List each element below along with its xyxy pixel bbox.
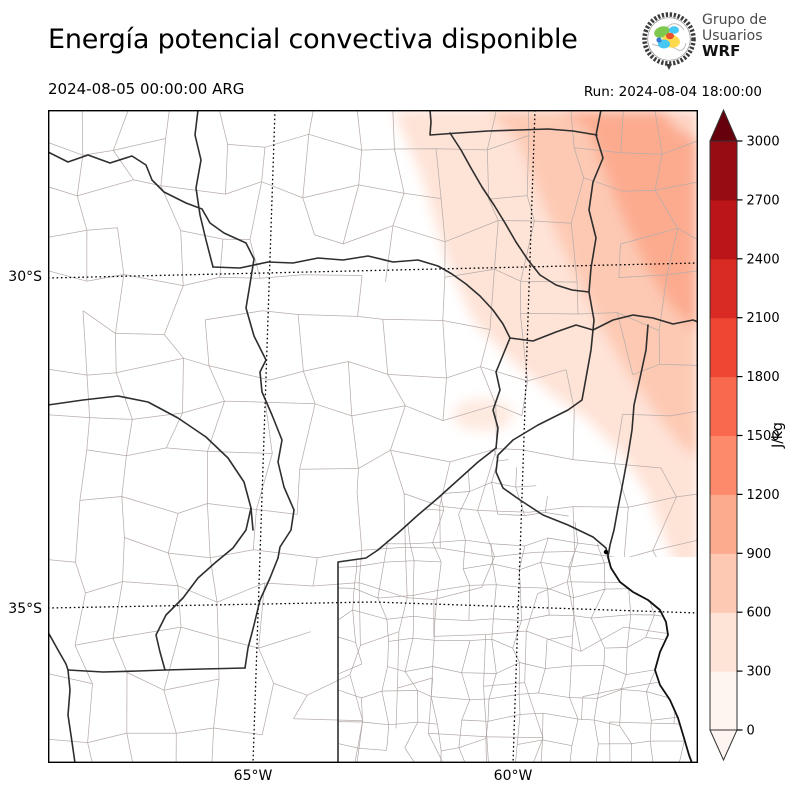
logo-radar-blob-green [654,26,670,38]
lon-tick-65w: 65°W [233,768,273,784]
logo-line-3: WRF [702,42,741,60]
colorbar-tick-label: 1800 [747,370,780,385]
colorbar-tick-label: 300 [747,665,772,680]
run-time-label: Run: 2024-08-04 18:00:00 [583,84,762,100]
colorbar-segment [710,199,737,260]
colorbar-segments [710,141,737,731]
colorbar-unit-label: J/kg [770,422,786,449]
logo-radar-blob-cyan [658,39,670,49]
colorbar-segment [710,141,737,201]
colorbar-tick-label: 2700 [747,193,780,208]
colorbar-segment [710,494,737,554]
colorbar-segment [710,612,737,672]
page-title: Energía potencial convectiva disponible [48,24,578,55]
cape-light-pocket [453,399,513,431]
cape-band-900 [560,110,698,332]
colorbar-tick-label: 1200 [747,488,780,503]
rio-de-la-plata-water [608,557,698,763]
colorbar-arrow-over [709,108,738,142]
colorbar: 0 300 600 900 1200 1500 1800 2100 2400 2700 3000 J… [700,100,800,790]
colorbar-ticks: 0 300 600 900 1200 1500 1800 2100 2400 2700 3000 [737,135,780,739]
logo-radar-blob-blue [656,37,662,43]
colorbar-tick-label: 2400 [747,252,780,267]
lon-tick-60w: 60°W [493,768,533,784]
wrf-logo: Grupo de Usuarios WRF [640,10,800,74]
colorbar-segment [710,317,737,378]
gridline-65w [252,110,276,763]
colorbar-tick-label: 600 [747,606,772,621]
colorbar-segment [710,671,737,731]
gridline-35s [48,601,698,614]
map-border [47,109,698,763]
colorbar-tick-label: 0 [747,724,755,739]
colorbar-arrow-under [709,729,738,762]
graticule [48,110,698,763]
logo-radar-blob-cyan-2 [669,26,679,34]
colorbar-segment [710,258,737,319]
cape-corner-patch [663,110,698,140]
map-canvas [47,109,698,763]
colorbar-segment [710,435,737,495]
gridline-60w [512,110,536,763]
cape-shading [393,110,698,582]
coastline [607,556,693,763]
gridline-30s [48,262,698,279]
lat-tick-35s: 35°S [8,601,42,617]
logo-ribbon [666,64,672,70]
logo-radar-blob-red [666,32,674,40]
colorbar-canvas: 0 300 600 900 1200 1500 1800 2100 2400 2700 3000 J… [709,108,786,762]
map-panel [47,109,698,763]
colorbar-tick-label: 3000 [747,135,780,150]
buenos-aires-city-mark [603,549,609,555]
valid-time-label: 2024-08-05 00:00:00 ARG [48,80,245,98]
wrf-logo-emblem [642,12,696,70]
province-boundaries [48,110,698,763]
colorbar-segment [710,553,737,613]
logo-line-1: Grupo de [702,12,767,28]
colorbar-tick-label: 2100 [747,311,780,326]
colorbar-tick-label: 900 [747,547,772,562]
logo-text: Grupo de Usuarios WRF [702,12,767,60]
lat-tick-30s: 30°S [8,269,42,285]
colorbar-tick-label: 1500 [747,429,780,444]
colorbar-segment [710,376,737,436]
logo-line-2: Usuarios [702,27,763,44]
